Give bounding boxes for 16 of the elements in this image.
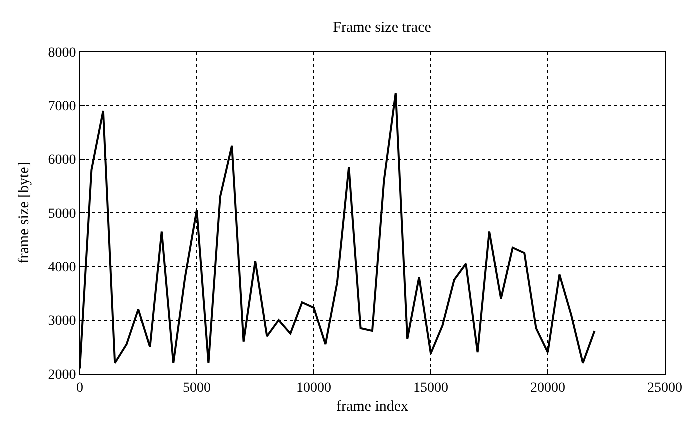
y-tick-label: 6000 [48,153,76,168]
x-tick-label: 25000 [648,380,682,396]
x-tick-label: 15000 [414,380,448,396]
x-tick-label: 20000 [530,380,566,396]
y-tick-label: 3000 [48,314,76,330]
y-tick-label: 5000 [48,206,76,222]
y-tick-label: 4000 [48,260,76,276]
y-axis-title: frame size [byte] [16,162,32,264]
chart-title: Frame size trace [333,20,432,36]
y-tick-label: 2000 [48,368,76,383]
x-tick-label: 5000 [183,380,211,396]
x-tick-label: 10000 [296,380,332,396]
x-tick-label: 0 [76,380,84,396]
y-tick-label: 7000 [48,100,76,115]
y-tick-label: 8000 [48,46,76,61]
x-axis-title: frame index [336,398,410,415]
